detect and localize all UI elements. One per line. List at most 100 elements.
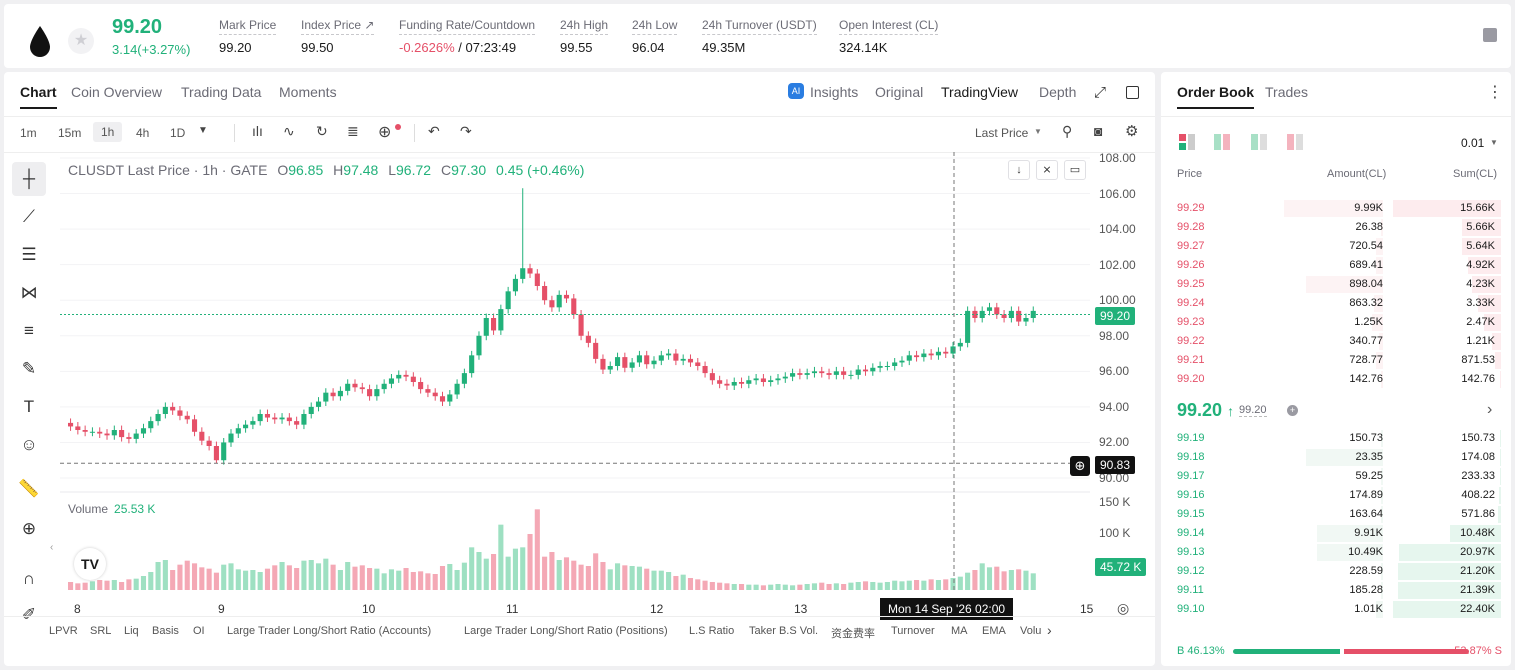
trendline-tool-icon[interactable]: ⟋ — [23, 207, 35, 226]
indicator-item[interactable]: OI — [193, 625, 205, 637]
candle-body — [848, 374, 854, 376]
tab-order-book[interactable]: Order Book — [1177, 84, 1255, 109]
tab-coin-overview[interactable]: Coin Overview — [71, 84, 163, 100]
ask-row[interactable]: 99.21 728.77 871.53 — [1161, 351, 1501, 370]
emoji-tool-icon[interactable]: ☺ — [20, 435, 38, 454]
timeframe-4h[interactable]: 4h — [136, 126, 150, 140]
add-order-icon[interactable]: ⊕ — [1070, 456, 1090, 476]
ask-row[interactable]: 99.25 898.04 4.23K — [1161, 275, 1501, 294]
candle-type-icon[interactable]: ılı — [252, 123, 263, 139]
indicator-item[interactable]: Large Trader Long/Short Ratio (Positions… — [464, 625, 668, 637]
arrow-down-icon[interactable]: ↓ — [1008, 160, 1030, 180]
indicator-item[interactable]: SRL — [90, 625, 112, 637]
horizontal-lines-tool-icon[interactable]: ☰ — [21, 245, 37, 264]
search-icon[interactable]: ⚲ — [1062, 123, 1073, 139]
indicator-item[interactable]: 资金费率 — [831, 628, 875, 640]
undo-icon[interactable]: ↶ — [428, 123, 440, 139]
layout-both-icon[interactable] — [1179, 134, 1195, 150]
chevron-down-icon[interactable]: ▼ — [1490, 138, 1498, 147]
bid-row[interactable]: 99.13 10.49K 20.97K — [1161, 543, 1501, 562]
tab-insights[interactable]: Insights — [810, 84, 859, 100]
bid-row[interactable]: 99.15 163.64 571.86 — [1161, 505, 1501, 524]
tick-size-select[interactable]: 0.01 — [1461, 136, 1485, 150]
brush-tool-icon[interactable]: ✎ — [21, 359, 37, 378]
timeframe-1m[interactable]: 1m — [20, 126, 37, 140]
pencil-lock-icon[interactable]: ✐ — [21, 605, 37, 624]
stat-label: Open Interest (CL) — [839, 18, 939, 35]
expand-icon[interactable]: ⤢ — [1094, 84, 1107, 101]
layout-bids-icon[interactable] — [1251, 134, 1267, 150]
timeframe-15m[interactable]: 15m — [58, 126, 82, 140]
indicator-item[interactable]: Turnover — [891, 625, 935, 637]
bid-row[interactable]: 99.12 228.59 21.20K — [1161, 562, 1501, 581]
tab-original[interactable]: Original — [875, 84, 924, 100]
chevron-down-icon[interactable]: ▼ — [198, 125, 208, 136]
ask-row[interactable]: 99.22 340.77 1.21K — [1161, 332, 1501, 351]
candle-body — [177, 410, 183, 416]
bid-row[interactable]: 99.18 23.35 174.08 — [1161, 448, 1501, 467]
chevron-left-icon[interactable]: ‹ — [50, 542, 54, 553]
ask-row[interactable]: 99.28 26.38 5.66K — [1161, 218, 1501, 237]
indicator-item[interactable]: MA — [951, 625, 968, 637]
bid-row[interactable]: 99.17 59.25 233.33 — [1161, 467, 1501, 486]
price-chart[interactable] — [60, 152, 1090, 592]
tab-chart[interactable]: Chart — [20, 84, 57, 109]
tab-trading-data[interactable]: Trading Data — [181, 84, 262, 100]
row-price: 99.20 — [1177, 373, 1205, 385]
zoom-in-tool-icon[interactable]: ⊕ — [21, 519, 37, 538]
replay-icon[interactable]: ↻ — [316, 123, 328, 139]
bid-row[interactable]: 99.16 174.89 408.22 — [1161, 486, 1501, 505]
ask-row[interactable]: 99.20 142.76 142.76 — [1161, 370, 1501, 389]
indicator-item[interactable]: Taker B.S Vol. — [749, 625, 819, 637]
camera-icon[interactable]: ◙ — [1094, 123, 1103, 139]
bid-row[interactable]: 99.14 9.91K 10.48K — [1161, 524, 1501, 543]
chevron-right-icon[interactable]: › — [1047, 622, 1052, 638]
text-tool-icon[interactable]: T — [23, 397, 35, 416]
redo-icon[interactable]: ↷ — [460, 123, 472, 139]
bid-row[interactable]: 99.10 1.01K 22.40K — [1161, 600, 1501, 619]
favorite-star-icon[interactable]: ★ — [68, 28, 94, 54]
tab-trades[interactable]: Trades — [1265, 84, 1309, 100]
indicator-item[interactable]: EMA — [982, 625, 1006, 637]
chevron-down-icon[interactable]: ▼ — [1034, 127, 1042, 136]
stat-index-price[interactable]: Index Price ↗ 99.50 — [301, 18, 375, 55]
window-icon[interactable] — [1126, 86, 1139, 99]
indicator-item[interactable]: Liq — [124, 625, 139, 637]
indicator-item[interactable]: L.S Ratio — [689, 625, 735, 637]
candle-body — [571, 298, 577, 315]
price-type-select[interactable]: Last Price — [975, 126, 1029, 140]
tab-moments[interactable]: Moments — [279, 84, 337, 100]
crosshair-tool-icon[interactable]: ┼ — [12, 162, 46, 196]
ask-row[interactable]: 99.26 689.41 4.92K — [1161, 256, 1501, 275]
collapse-icon[interactable]: ⨯ — [1036, 160, 1058, 180]
timeframe-1h[interactable]: 1h — [93, 122, 123, 142]
tab-tradingview[interactable]: TradingView — [941, 84, 1019, 100]
indicator-item[interactable]: LPVR — [49, 625, 78, 637]
indicator-item[interactable]: Basis — [152, 625, 179, 637]
magnet-tool-icon[interactable]: ∩ — [22, 569, 36, 588]
pattern-tool-icon[interactable]: ⋈ — [20, 283, 38, 302]
template-icon[interactable]: ≣ — [347, 123, 359, 139]
add-alert-icon[interactable]: ⊕ — [378, 124, 392, 141]
chevron-right-icon[interactable]: › — [1487, 401, 1493, 418]
book-icon[interactable] — [1483, 28, 1497, 42]
timeframe-1d[interactable]: 1D — [170, 126, 186, 140]
tab-depth[interactable]: Depth — [1039, 84, 1077, 100]
ask-row[interactable]: 99.29 9.99K 15.66K — [1161, 199, 1501, 218]
ask-row[interactable]: 99.24 863.32 3.33K — [1161, 294, 1501, 313]
settings-target-icon[interactable]: ◎ — [1117, 600, 1130, 616]
more-menu-icon[interactable]: ⋮ — [1487, 84, 1503, 101]
gear-icon[interactable]: ⚙ — [1125, 123, 1139, 140]
fib-tool-icon[interactable]: ≡ — [24, 321, 34, 340]
bid-row[interactable]: 99.19 150.73 150.73 — [1161, 429, 1501, 448]
maximize-icon[interactable]: ▭ — [1064, 160, 1086, 180]
bid-row[interactable]: 99.11 185.28 21.39K — [1161, 581, 1501, 600]
ask-row[interactable]: 99.27 720.54 5.64K — [1161, 237, 1501, 256]
ask-row[interactable]: 99.23 1.25K 2.47K — [1161, 313, 1501, 332]
layout-asks-icon[interactable] — [1287, 134, 1303, 150]
layout-split-icon[interactable] — [1214, 134, 1230, 150]
indicators-icon[interactable]: ∿ — [283, 123, 295, 139]
indicator-item[interactable]: Volu — [1020, 625, 1042, 637]
indicator-item[interactable]: Large Trader Long/Short Ratio (Accounts) — [227, 625, 432, 637]
ruler-tool-icon[interactable]: 📏 — [18, 479, 40, 498]
